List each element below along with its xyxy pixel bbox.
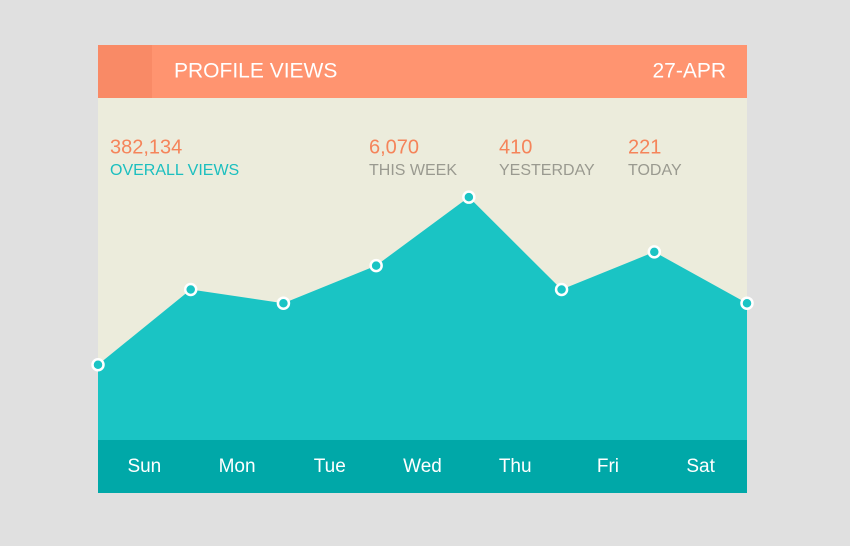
- day-label: Mon: [219, 456, 256, 477]
- data-point: [276, 296, 291, 310]
- data-point: [91, 358, 105, 372]
- day-label: Fri: [597, 456, 619, 477]
- stat-value: 221: [628, 136, 661, 158]
- data-point: [647, 245, 662, 259]
- stats: 382,134 OVERALL VIEWS 6,070 THIS WEEK 410 YES…: [110, 136, 682, 179]
- area: [98, 197, 747, 440]
- header-bar: [98, 45, 747, 98]
- data-point: [554, 282, 569, 297]
- stat-value: 6,070: [369, 136, 419, 158]
- header-icon: [98, 45, 152, 98]
- data-point: [369, 258, 383, 273]
- stat-label: TODAY: [628, 162, 682, 179]
- day-label: Tue: [314, 456, 346, 477]
- day-labels: Sun Mon Tue Wed Thu Fri Sat: [127, 456, 715, 477]
- header-title: PROFILE VIEWS: [174, 60, 337, 83]
- day-label: Sun: [127, 456, 161, 477]
- header-date: 27-APR: [652, 60, 726, 83]
- day-label: Wed: [403, 456, 442, 477]
- data-point: [183, 282, 198, 297]
- stat-value: 410: [499, 136, 532, 158]
- data-point: [740, 296, 754, 310]
- chart: [91, 190, 754, 440]
- day-label: Thu: [499, 456, 532, 477]
- footer-bar: [98, 440, 747, 493]
- stat-label: THIS WEEK: [369, 162, 457, 179]
- data-point: [462, 190, 476, 204]
- day-label: Sat: [686, 456, 715, 477]
- stat-value: 382,134: [110, 136, 182, 158]
- stat-label: YESTERDAY: [499, 162, 595, 179]
- stat-label: OVERALL VIEWS: [110, 162, 239, 179]
